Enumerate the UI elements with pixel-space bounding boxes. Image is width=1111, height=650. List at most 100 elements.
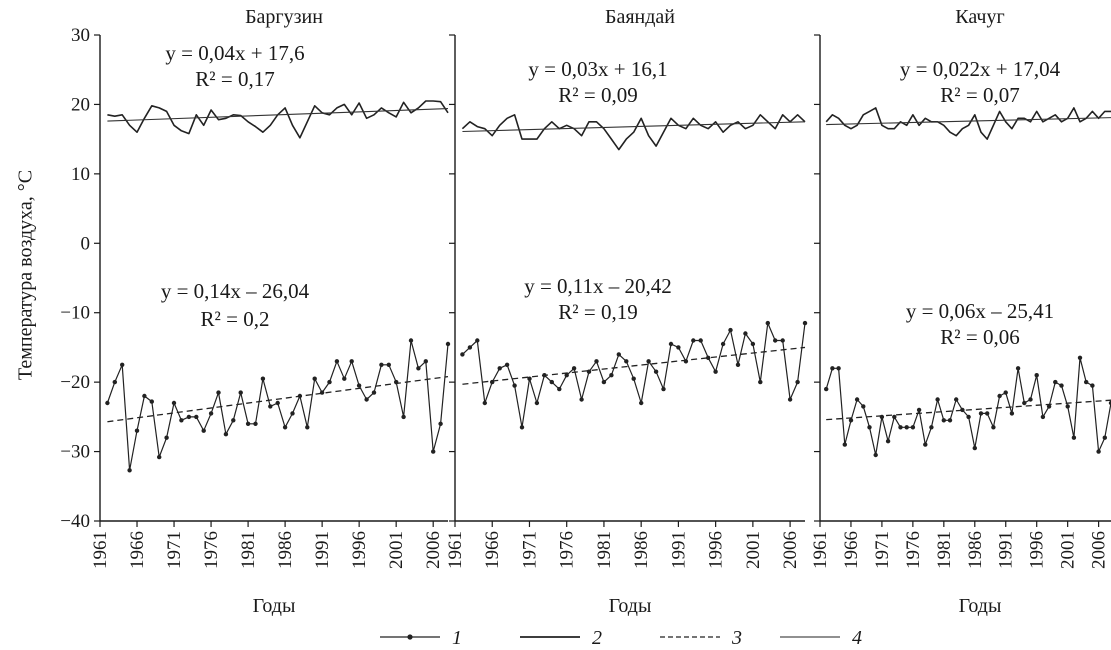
x-tick-label: 2001: [1058, 531, 1079, 569]
winter-point: [112, 379, 118, 385]
panel-3: Качуг 1961 1966 1971 1976 1981 1986 1991 1996 200…: [810, 6, 1111, 617]
winter-point: [312, 376, 317, 381]
winter-point: [750, 341, 756, 347]
winter-point: [327, 379, 332, 385]
winter-point: [1053, 379, 1058, 385]
winter-point: [616, 352, 621, 357]
winter-point: [179, 418, 184, 423]
winter-point: [127, 468, 132, 473]
winter-point: [997, 393, 1002, 399]
legend-label-2: 2: [592, 627, 602, 649]
x-tick-label: 1976: [557, 531, 578, 569]
winter-point: [854, 397, 860, 402]
winter-point: [120, 362, 125, 367]
y-tick-label: −20: [60, 372, 90, 393]
winter-point: [758, 379, 763, 385]
y-axis-title: Температура воздуха, °С: [15, 170, 37, 380]
winter-point: [319, 390, 325, 395]
winter-point: [780, 338, 785, 343]
winter-point: [1096, 449, 1101, 454]
summer-trend-r2: R² = 0,17: [195, 67, 274, 91]
winter-point: [972, 445, 977, 451]
winter-point: [194, 414, 199, 420]
winter-point: [910, 425, 916, 430]
winter-point: [594, 359, 599, 364]
winter-point: [765, 320, 770, 326]
winter-point: [557, 386, 562, 392]
x-tick-label: 1971: [519, 531, 540, 569]
winter-point: [947, 418, 953, 423]
y-tick-label: −40: [60, 511, 90, 532]
winter-trend-r2: R² = 0,19: [558, 300, 637, 324]
winter-point: [371, 390, 377, 395]
winter-point: [698, 338, 703, 343]
winter-point: [201, 428, 206, 433]
winter-point: [260, 376, 266, 381]
winter-point: [149, 399, 154, 404]
legend: 1 2 3 4: [380, 627, 862, 649]
panel-title: Баргузин: [245, 6, 323, 28]
winter-point: [624, 359, 629, 364]
winter-point: [223, 432, 229, 437]
x-tick-label: 1986: [965, 531, 986, 569]
winter-point: [848, 418, 854, 423]
winter-point: [482, 400, 487, 406]
winter-point: [275, 400, 280, 406]
legend-label-4: 4: [852, 627, 862, 649]
winter-point: [668, 341, 674, 347]
winter-trend-r2: R² = 0,2: [201, 307, 270, 331]
winter-point: [1028, 397, 1033, 402]
summer-trend-equation: y = 0,03x + 16,1: [528, 57, 667, 81]
winter-point: [134, 428, 140, 433]
legend-label-1: 1: [452, 627, 462, 649]
winter-point: [646, 359, 651, 364]
winter-point: [342, 376, 347, 381]
winter-point: [941, 418, 946, 423]
winter-point: [787, 397, 793, 402]
winter-point: [142, 393, 147, 399]
winter-point: [534, 400, 540, 406]
winter-point: [898, 425, 903, 430]
winter-point: [795, 379, 800, 385]
winter-point: [431, 449, 436, 454]
winter-point: [1015, 366, 1021, 371]
winter-point: [923, 442, 928, 447]
winter-point: [586, 369, 592, 374]
x-axis-title: Годы: [609, 595, 652, 617]
winter-point: [601, 379, 607, 385]
x-tick-label: 1966: [127, 531, 148, 569]
x-tick-label: 1971: [164, 531, 185, 569]
winter-point: [836, 366, 841, 371]
winter-point: [497, 366, 502, 371]
winter-point: [1090, 383, 1095, 388]
winter-point: [364, 397, 369, 402]
summer-trend-r2: R² = 0,07: [940, 83, 1019, 107]
winter-point: [208, 411, 214, 416]
winter-point: [773, 338, 778, 343]
winter-point: [985, 411, 990, 416]
x-tick-label: 2001: [743, 531, 764, 569]
winter-point: [438, 421, 443, 426]
winter-point: [527, 376, 532, 381]
winter-point: [216, 390, 221, 395]
x-tick-label: 1961: [810, 531, 831, 569]
x-tick-label: 1961: [445, 531, 466, 569]
x-tick-label: 1981: [594, 531, 615, 569]
x-tick-label: 1981: [934, 531, 955, 569]
winter-point: [661, 386, 666, 392]
x-tick-label: 1981: [238, 531, 259, 569]
winter-point: [305, 425, 310, 430]
summer-trend-equation: y = 0,022x + 17,04: [900, 57, 1061, 81]
x-tick-label: 2006: [780, 531, 801, 569]
winter-point: [164, 435, 169, 440]
winter-point: [653, 369, 659, 374]
winter-point: [1009, 411, 1015, 416]
winter-point: [549, 379, 554, 385]
winter-point: [253, 421, 258, 426]
winter-trend-equation: y = 0,06x – 25,41: [906, 299, 1054, 323]
winter-point: [460, 352, 465, 357]
winter-trend-line: [107, 375, 449, 423]
winter-point: [475, 338, 480, 343]
winter-point: [408, 338, 414, 343]
